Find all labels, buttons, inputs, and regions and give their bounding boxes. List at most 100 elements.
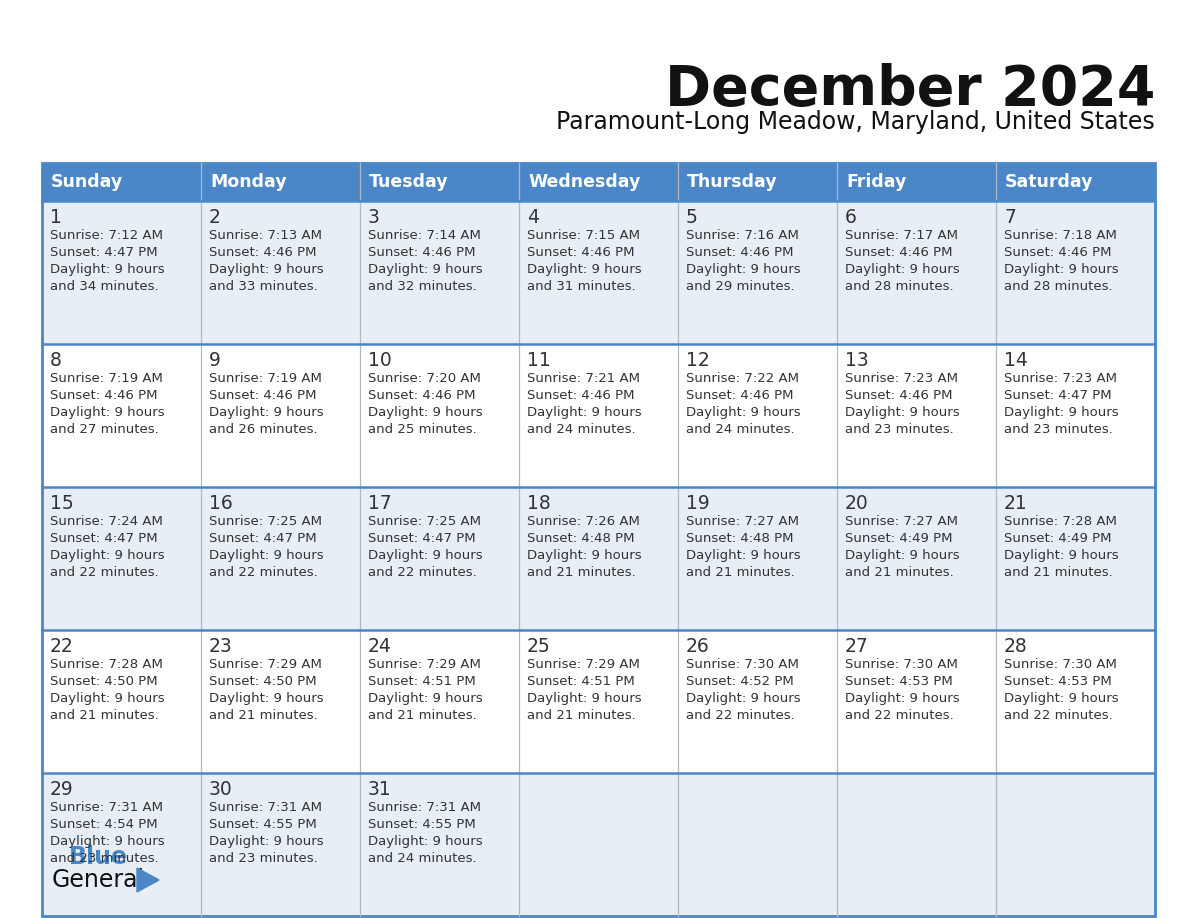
Text: Sunrise: 7:28 AM: Sunrise: 7:28 AM — [1004, 515, 1117, 528]
Text: General: General — [52, 868, 145, 892]
Text: Sunrise: 7:22 AM: Sunrise: 7:22 AM — [685, 372, 800, 385]
Text: 23: 23 — [209, 637, 233, 656]
Text: Blue: Blue — [69, 845, 128, 869]
Text: Sunrise: 7:12 AM: Sunrise: 7:12 AM — [50, 229, 163, 242]
Text: Sunrise: 7:28 AM: Sunrise: 7:28 AM — [50, 658, 163, 671]
Bar — [519, 201, 678, 344]
Text: Sunrise: 7:25 AM: Sunrise: 7:25 AM — [368, 515, 481, 528]
Text: Daylight: 9 hours: Daylight: 9 hours — [1004, 406, 1119, 419]
Text: and 29 minutes.: and 29 minutes. — [685, 280, 795, 293]
Bar — [360, 344, 519, 487]
Text: and 23 minutes.: and 23 minutes. — [209, 852, 317, 865]
Text: Sunrise: 7:29 AM: Sunrise: 7:29 AM — [209, 658, 322, 671]
Text: Sunrise: 7:30 AM: Sunrise: 7:30 AM — [685, 658, 798, 671]
Bar — [678, 487, 838, 630]
Bar — [201, 630, 360, 773]
Text: Daylight: 9 hours: Daylight: 9 hours — [845, 406, 960, 419]
Text: 20: 20 — [845, 494, 868, 513]
Text: and 21 minutes.: and 21 minutes. — [685, 566, 795, 579]
Text: Daylight: 9 hours: Daylight: 9 hours — [527, 692, 642, 705]
Bar — [42, 163, 201, 201]
Text: Sunrise: 7:29 AM: Sunrise: 7:29 AM — [368, 658, 481, 671]
Bar — [360, 163, 519, 201]
Bar — [519, 630, 678, 773]
Text: Sunrise: 7:20 AM: Sunrise: 7:20 AM — [368, 372, 481, 385]
Text: and 23 minutes.: and 23 minutes. — [1004, 423, 1113, 436]
Text: Sunset: 4:46 PM: Sunset: 4:46 PM — [845, 389, 953, 402]
Text: and 24 minutes.: and 24 minutes. — [527, 423, 636, 436]
Text: and 26 minutes.: and 26 minutes. — [209, 423, 317, 436]
Bar — [838, 487, 996, 630]
Text: Sunrise: 7:13 AM: Sunrise: 7:13 AM — [209, 229, 322, 242]
Text: Sunrise: 7:30 AM: Sunrise: 7:30 AM — [1004, 658, 1117, 671]
Bar — [678, 344, 838, 487]
Text: 31: 31 — [368, 780, 392, 799]
Text: Sunset: 4:50 PM: Sunset: 4:50 PM — [209, 675, 317, 688]
Text: Daylight: 9 hours: Daylight: 9 hours — [50, 692, 165, 705]
Bar — [678, 163, 838, 201]
Text: Daylight: 9 hours: Daylight: 9 hours — [209, 549, 323, 562]
Text: Sunset: 4:49 PM: Sunset: 4:49 PM — [1004, 532, 1112, 545]
Text: 25: 25 — [527, 637, 551, 656]
Text: Sunrise: 7:27 AM: Sunrise: 7:27 AM — [685, 515, 800, 528]
Text: 10: 10 — [368, 351, 392, 370]
Text: Sunset: 4:52 PM: Sunset: 4:52 PM — [685, 675, 794, 688]
Text: Daylight: 9 hours: Daylight: 9 hours — [368, 549, 482, 562]
Text: Sunset: 4:47 PM: Sunset: 4:47 PM — [1004, 389, 1112, 402]
Bar — [838, 344, 996, 487]
Bar — [996, 487, 1155, 630]
Text: 8: 8 — [50, 351, 62, 370]
Bar — [996, 630, 1155, 773]
Text: Sunset: 4:47 PM: Sunset: 4:47 PM — [368, 532, 475, 545]
Bar — [42, 487, 201, 630]
Text: Sunrise: 7:25 AM: Sunrise: 7:25 AM — [209, 515, 322, 528]
Text: Wednesday: Wednesday — [527, 173, 640, 191]
Text: Daylight: 9 hours: Daylight: 9 hours — [368, 835, 482, 848]
Text: Monday: Monday — [210, 173, 286, 191]
Text: Sunset: 4:53 PM: Sunset: 4:53 PM — [1004, 675, 1112, 688]
Text: 5: 5 — [685, 208, 697, 227]
Text: Sunset: 4:49 PM: Sunset: 4:49 PM — [845, 532, 953, 545]
Bar — [519, 344, 678, 487]
Bar — [42, 201, 201, 344]
Bar — [201, 344, 360, 487]
Text: Sunset: 4:54 PM: Sunset: 4:54 PM — [50, 818, 158, 831]
Text: Daylight: 9 hours: Daylight: 9 hours — [209, 406, 323, 419]
Text: 12: 12 — [685, 351, 709, 370]
Text: Sunrise: 7:27 AM: Sunrise: 7:27 AM — [845, 515, 958, 528]
Text: and 24 minutes.: and 24 minutes. — [368, 852, 476, 865]
Bar — [42, 344, 201, 487]
Bar — [996, 163, 1155, 201]
Text: Sunset: 4:51 PM: Sunset: 4:51 PM — [527, 675, 634, 688]
Text: Sunset: 4:51 PM: Sunset: 4:51 PM — [368, 675, 475, 688]
Text: 14: 14 — [1004, 351, 1028, 370]
Text: Daylight: 9 hours: Daylight: 9 hours — [50, 263, 165, 276]
Text: 13: 13 — [845, 351, 868, 370]
Text: and 22 minutes.: and 22 minutes. — [50, 566, 159, 579]
Text: and 23 minutes.: and 23 minutes. — [845, 423, 954, 436]
Text: and 21 minutes.: and 21 minutes. — [209, 709, 317, 722]
Text: 3: 3 — [368, 208, 380, 227]
Bar — [42, 773, 201, 916]
Text: and 27 minutes.: and 27 minutes. — [50, 423, 159, 436]
Text: Daylight: 9 hours: Daylight: 9 hours — [50, 835, 165, 848]
Text: 18: 18 — [527, 494, 551, 513]
Text: 15: 15 — [50, 494, 74, 513]
Bar — [360, 487, 519, 630]
Bar — [201, 773, 360, 916]
Text: and 22 minutes.: and 22 minutes. — [209, 566, 317, 579]
Text: Sunrise: 7:19 AM: Sunrise: 7:19 AM — [209, 372, 322, 385]
Text: Sunset: 4:46 PM: Sunset: 4:46 PM — [527, 389, 634, 402]
Text: Sunset: 4:47 PM: Sunset: 4:47 PM — [209, 532, 317, 545]
Text: 9: 9 — [209, 351, 221, 370]
Bar — [360, 630, 519, 773]
Text: and 22 minutes.: and 22 minutes. — [1004, 709, 1113, 722]
Text: 29: 29 — [50, 780, 74, 799]
Bar — [519, 163, 678, 201]
Bar — [838, 163, 996, 201]
Bar — [42, 163, 1155, 916]
Text: and 23 minutes.: and 23 minutes. — [50, 852, 159, 865]
Bar — [996, 201, 1155, 344]
Bar — [838, 773, 996, 916]
Text: Sunrise: 7:17 AM: Sunrise: 7:17 AM — [845, 229, 958, 242]
